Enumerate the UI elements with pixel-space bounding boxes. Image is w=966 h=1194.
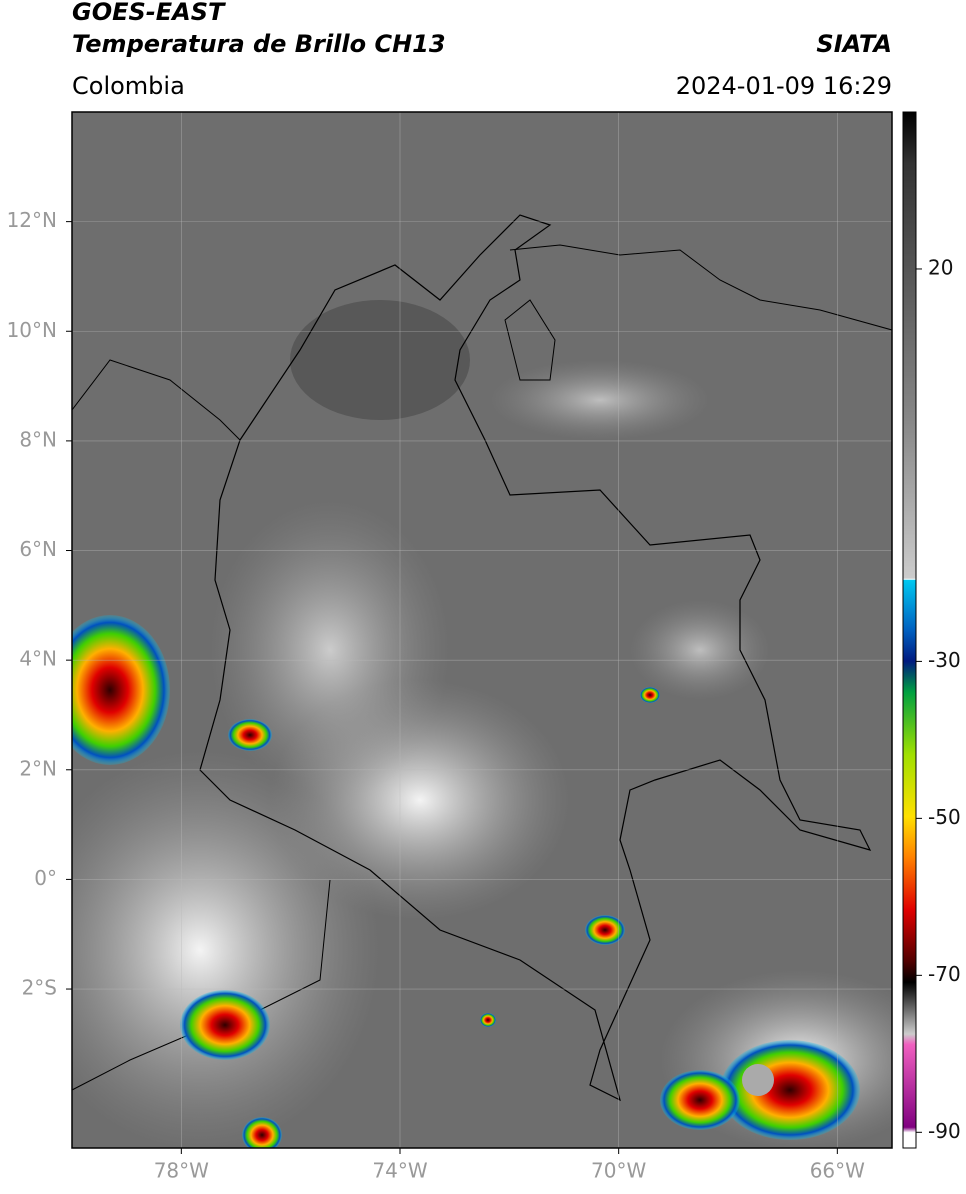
colorbar <box>902 111 917 1149</box>
grid <box>72 112 892 1148</box>
region: Colombia <box>72 72 185 100</box>
colorbar-tick-label: 20 <box>928 255 953 279</box>
y-tick-label: 4°N <box>19 647 57 671</box>
source: SIATA <box>816 30 892 58</box>
x-tick-label: 78°W <box>154 1159 209 1183</box>
satellite-image <box>72 112 892 1148</box>
x-tick-label: 74°W <box>372 1159 427 1183</box>
y-tick-label: 2°S <box>22 976 57 1000</box>
colorbar-tick-label: -70 <box>928 962 961 986</box>
colorbar-tick-label: -30 <box>928 648 961 672</box>
y-tick-label: 8°N <box>19 427 57 451</box>
colorbar-tick-label: -90 <box>928 1119 961 1143</box>
title: GOES-EAST <box>72 0 226 26</box>
y-tick-label: 2°N <box>19 756 57 780</box>
map-frame <box>71 111 893 1149</box>
y-tick-label: 0° <box>34 866 57 890</box>
colorbar-tick-label: -50 <box>928 805 961 829</box>
y-tick-label: 10°N <box>7 318 57 342</box>
subtitle: Temperatura de Brillo CH13 <box>72 30 446 58</box>
y-tick-label: 6°N <box>19 537 57 561</box>
datetime: 2024-01-09 16:29 <box>676 72 892 100</box>
x-tick-label: 70°W <box>591 1159 646 1183</box>
x-tick-label: 66°W <box>810 1159 865 1183</box>
y-tick-label: 12°N <box>7 208 57 232</box>
